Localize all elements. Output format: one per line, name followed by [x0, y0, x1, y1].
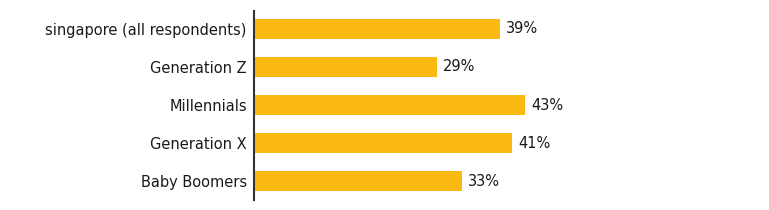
- Text: 33%: 33%: [468, 173, 500, 189]
- Bar: [254, 57, 437, 77]
- Text: 29%: 29%: [443, 59, 475, 75]
- Text: 43%: 43%: [531, 97, 563, 113]
- Bar: [254, 95, 524, 115]
- Bar: [254, 171, 461, 191]
- Bar: [254, 133, 512, 153]
- Bar: [254, 19, 500, 39]
- Text: 41%: 41%: [518, 135, 551, 151]
- Text: 39%: 39%: [506, 21, 538, 37]
